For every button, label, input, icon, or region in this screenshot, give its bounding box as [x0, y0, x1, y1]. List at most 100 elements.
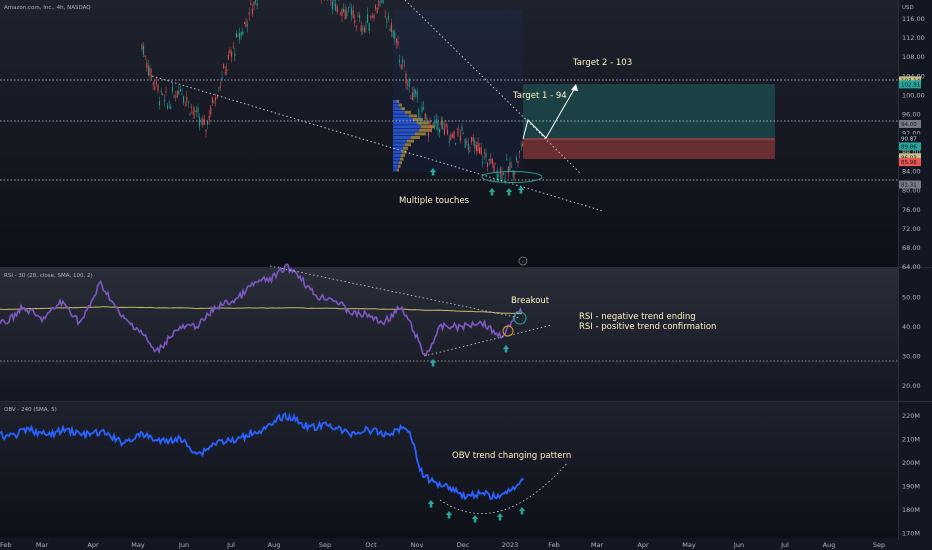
profile-bar-up: [397, 100, 399, 103]
currency-label: USD: [902, 5, 914, 11]
candle-body: [354, 20, 356, 23]
candle-body: [442, 121, 444, 129]
rsi-tick: 40.00: [902, 323, 921, 331]
candle-body: [208, 116, 210, 121]
rsi-arrows: [429, 345, 510, 367]
candle-body: [514, 172, 516, 175]
price-tag-text: 89.86: [901, 144, 917, 150]
candle-body: [458, 129, 460, 131]
candle-body: [437, 121, 439, 131]
price-tick: 88.00: [902, 149, 921, 157]
candle-body: [362, 27, 364, 30]
time-tick: Jul: [226, 541, 235, 549]
price-tag-text: 94.00: [901, 122, 917, 128]
candle-body: [456, 129, 458, 131]
candle-body: [231, 52, 233, 57]
candle-body: [431, 130, 433, 132]
time-marker-icon[interactable]: [518, 256, 528, 266]
time-tick: Apr: [87, 541, 99, 549]
candle-body: [378, 0, 380, 7]
price-tag: [899, 134, 921, 143]
candle-body: [387, 15, 389, 20]
up-arrow-icon: [517, 186, 525, 194]
profile-bar: [393, 143, 405, 147]
candle-body: [440, 121, 442, 126]
target-1-label: Target 1 - 94: [512, 91, 567, 101]
rsi-indicator-label: RSI - 30 (28, close, SMA, 100, 2): [4, 273, 93, 279]
candle-body: [413, 88, 415, 97]
candle-body: [343, 8, 345, 12]
profile-bar-up: [397, 168, 399, 172]
time-tick: Jul: [780, 541, 789, 549]
rsi-line: [0, 263, 523, 357]
profile-bar-up: [405, 143, 411, 147]
obv-axis[interactable]: 220M 210M 200M 190M 180M 170M: [902, 412, 920, 537]
candle-body: [336, 6, 338, 12]
rsi-touch-circle: [502, 325, 514, 337]
candle-body: [488, 158, 490, 161]
candle-body: [194, 109, 196, 113]
candle-body: [491, 159, 493, 165]
candle-body: [243, 22, 245, 25]
candle-body: [450, 133, 452, 140]
up-arrow-icon: [445, 511, 453, 519]
candle-body: [405, 73, 407, 84]
candle-body: [335, 3, 337, 12]
candle-body: [463, 133, 465, 134]
rsi-tick: 30.00: [902, 353, 921, 361]
profile-bar-up: [403, 146, 408, 150]
candle-body: [391, 22, 393, 32]
up-arrow-icon: [505, 188, 513, 196]
price-tag: [899, 180, 921, 189]
price-tag-text: 85.98: [901, 160, 917, 166]
candle-body: [179, 88, 181, 92]
price-tick: 104.00: [902, 72, 925, 80]
up-arrow-icon: [429, 359, 437, 367]
price-tag: [899, 153, 921, 162]
candle-body: [242, 31, 244, 35]
candle-body: [195, 110, 197, 112]
projection-path: [522, 85, 577, 140]
profile-bar-up: [398, 164, 401, 168]
candle-body: [210, 107, 212, 115]
price-tick: 92.00: [902, 130, 921, 138]
time-tick: Sep: [873, 541, 885, 549]
candle-body: [493, 164, 495, 172]
candle-body: [399, 60, 401, 63]
profile-bar: [393, 125, 421, 129]
candle-body: [331, 1, 333, 10]
price-tick: 100.00: [902, 91, 925, 99]
candle-body: [461, 126, 463, 131]
candle-body: [435, 119, 437, 124]
up-arrow-icon: [502, 345, 510, 353]
profile-bar: [393, 118, 413, 121]
price-tick: 112.00: [902, 34, 925, 42]
profile-bar-up: [401, 154, 405, 157]
candle-body: [167, 105, 169, 109]
candle-body: [152, 82, 154, 85]
candle-body: [504, 177, 506, 179]
profile-bar: [393, 164, 398, 168]
time-axis[interactable]: Feb Mar Apr May Jun Jul Aug Sep Oct Nov Dec 2023 Feb…: [0, 541, 885, 549]
candle-body: [207, 121, 209, 125]
rsi-axis[interactable]: 50.00 40.00 30.00 20.00: [902, 294, 921, 391]
candle-body: [439, 129, 441, 132]
touch-arrows: [429, 168, 525, 196]
rsi-tick: 50.00: [902, 294, 921, 302]
obv-pattern-label: OBV trend changing pattern: [452, 451, 571, 461]
price-axis[interactable]: 116.00 112.00 108.00 104.00 100.00 96.00 92.00…: [902, 15, 925, 271]
candle-body: [143, 46, 145, 55]
candle-body: [226, 69, 228, 72]
candle-body: [151, 75, 153, 77]
time-tick: Dec: [457, 541, 470, 549]
candle-body: [176, 90, 178, 98]
rsi-note-2: RSI - positive trend confirmation: [579, 322, 716, 332]
candle-body: [203, 119, 205, 125]
candle-body: [250, 3, 252, 6]
upper-trendline: [404, 0, 582, 175]
candle-body: [357, 16, 359, 17]
candle-body: [248, 12, 250, 15]
profile-bar-up: [421, 125, 435, 129]
candle-body: [448, 140, 450, 143]
